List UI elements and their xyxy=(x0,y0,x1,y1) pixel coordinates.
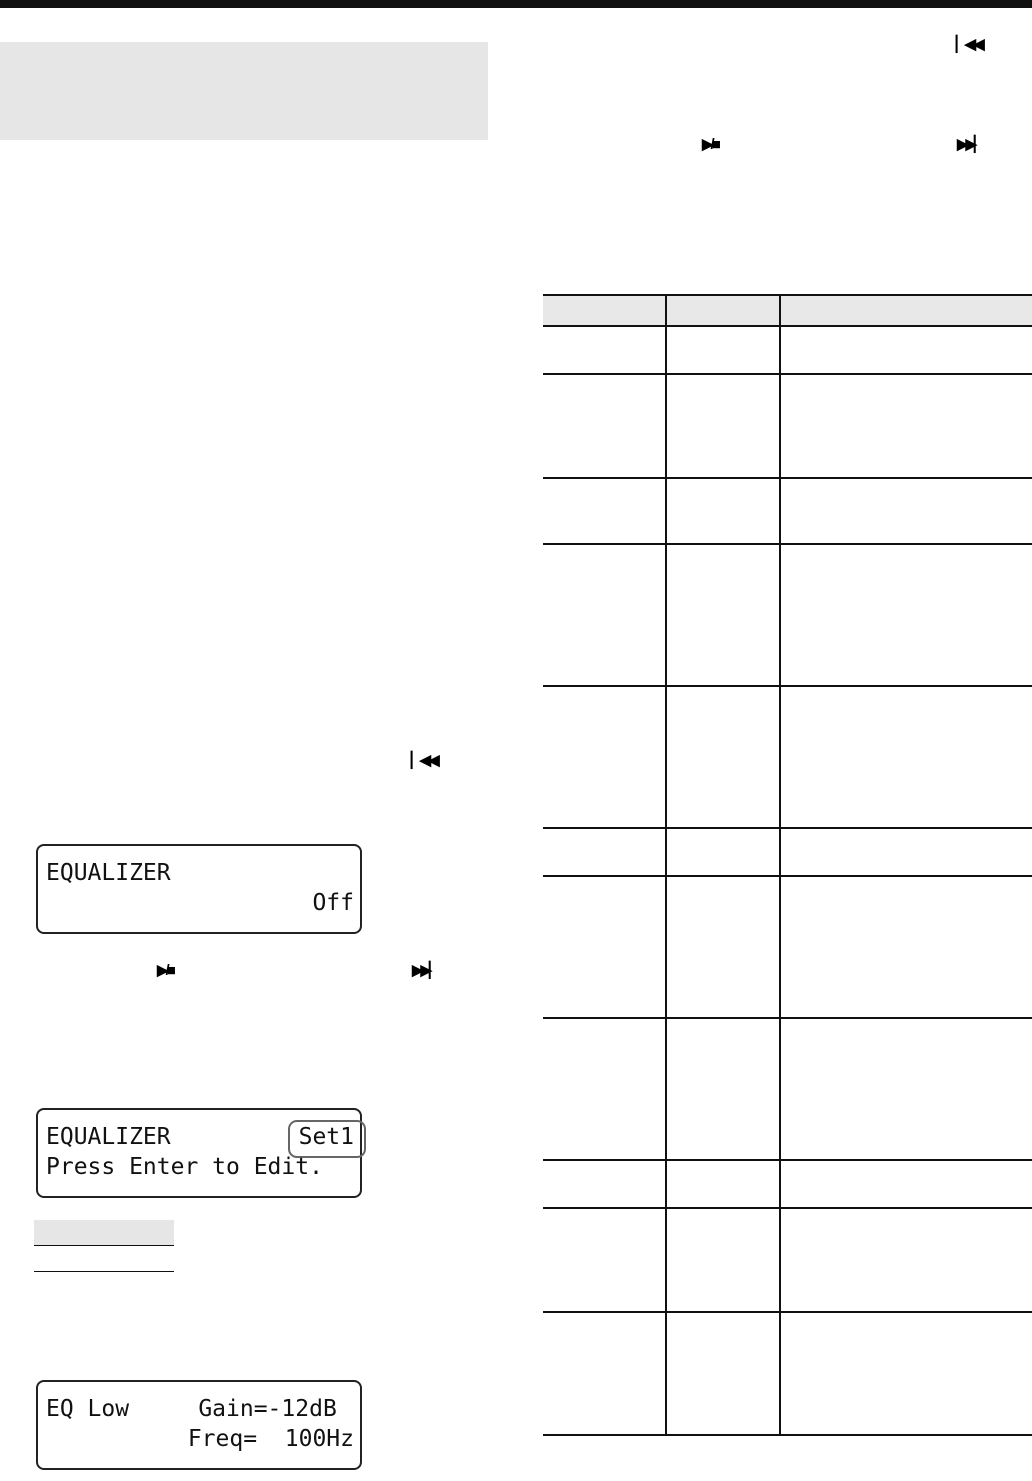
skip-back-icon: ▏◀◀ xyxy=(956,36,985,53)
play-stop-icon: ▶/■ xyxy=(702,136,721,153)
skip-back-icon: ▏◀◀ xyxy=(411,752,440,769)
table-header xyxy=(543,294,1032,327)
lcd-display-equalizer-off: EQUALIZER Off xyxy=(36,844,362,934)
table-row xyxy=(543,374,1032,479)
table-row xyxy=(543,1208,1032,1313)
table-row xyxy=(543,876,1032,1019)
table-row xyxy=(543,1160,1032,1209)
value-highlight xyxy=(288,1120,366,1158)
table-row xyxy=(543,686,1032,829)
divider xyxy=(34,1271,174,1272)
table-row xyxy=(543,1018,1032,1161)
parameter-table xyxy=(543,294,1032,1436)
play-stop-icon: ▶/■ xyxy=(157,962,176,979)
lcd-line-1: EQ Low Gain=-12dB xyxy=(46,1396,337,1422)
table-row xyxy=(543,544,1032,687)
table-row xyxy=(543,1312,1032,1436)
lcd-value: Set1 xyxy=(298,1124,354,1150)
lcd-line-2: Press Enter to Edit. xyxy=(46,1154,323,1180)
note-box xyxy=(34,1220,174,1246)
lcd-line-2: Freq= 100Hz xyxy=(187,1426,354,1452)
lcd-line-1: EQUALIZER xyxy=(46,860,171,886)
section-heading-box xyxy=(0,42,488,140)
lcd-line-2: Off xyxy=(312,890,354,916)
lcd-line-1: EQUALIZER xyxy=(46,1124,171,1150)
skip-forward-icon: ▶▶▏ xyxy=(957,136,986,153)
lcd-display-equalizer-set: EQUALIZER Set1 Press Enter to Edit. xyxy=(36,1108,366,1198)
table-row xyxy=(543,828,1032,877)
table-row xyxy=(543,326,1032,375)
header-bar xyxy=(0,0,1032,8)
lcd-display-eq-low: EQ Low Gain=-12dB Freq= 100Hz xyxy=(36,1380,362,1470)
skip-forward-icon: ▶▶▏ xyxy=(412,962,441,979)
table-row xyxy=(543,478,1032,545)
